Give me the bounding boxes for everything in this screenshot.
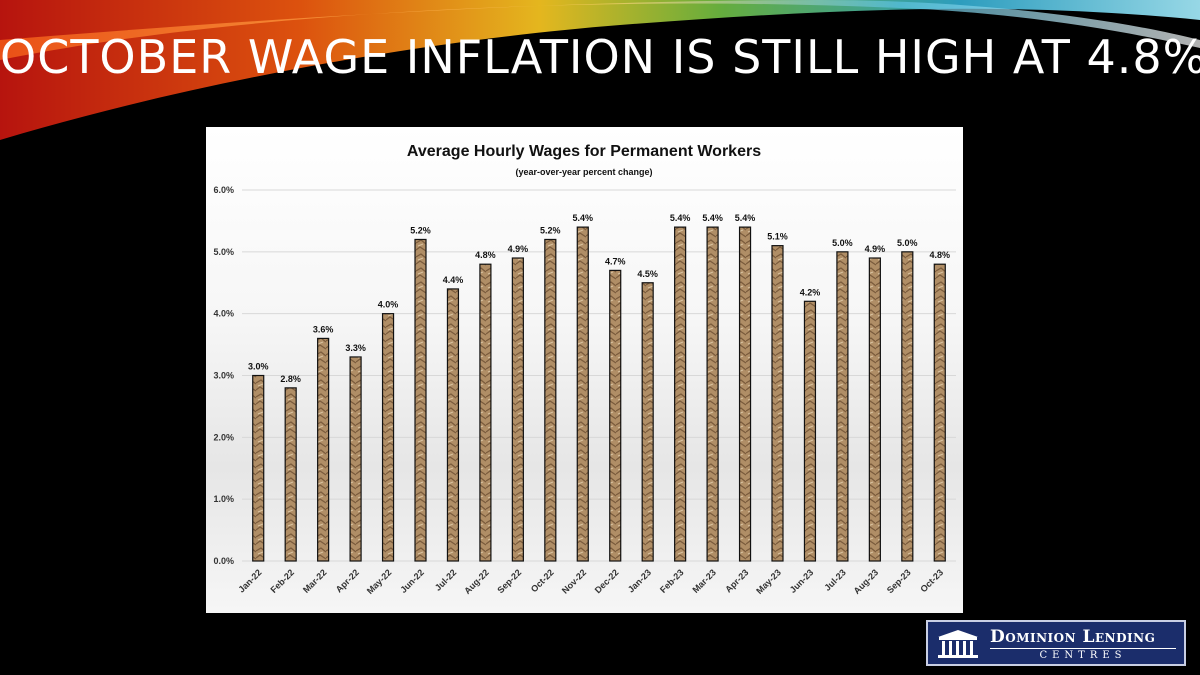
decorative-swoosh <box>0 0 1200 140</box>
data-label: 5.0% <box>897 238 918 248</box>
data-label: 5.4% <box>670 213 691 223</box>
bar <box>544 238 557 562</box>
y-tick-label: 1.0% <box>213 494 234 504</box>
y-tick-label: 6.0% <box>213 185 234 195</box>
bar <box>349 356 362 562</box>
logo-text-secondary: CENTRES <box>1039 650 1127 661</box>
y-tick-label: 2.0% <box>213 432 234 442</box>
data-label: 5.0% <box>832 238 853 248</box>
chart-panel: Average Hourly Wages for Permanent Worke… <box>206 127 963 613</box>
data-label: 5.4% <box>735 213 756 223</box>
bar <box>317 337 330 562</box>
bar <box>576 226 589 562</box>
data-label: 4.9% <box>865 244 886 254</box>
bar <box>479 263 492 562</box>
x-tick-label: Dec-22 <box>593 567 621 595</box>
x-tick-label: Jun-23 <box>788 567 816 595</box>
data-label: 4.2% <box>800 287 821 297</box>
logo-divider <box>990 648 1176 649</box>
y-tick-label: 4.0% <box>213 309 234 319</box>
x-tick-label: May-22 <box>365 567 394 596</box>
building-icon <box>938 630 978 658</box>
x-tick-label: Sep-23 <box>885 567 913 595</box>
data-label: 4.7% <box>605 256 626 266</box>
x-tick-label: Oct-22 <box>529 567 556 594</box>
data-label: 4.8% <box>475 250 496 260</box>
bar <box>414 238 427 562</box>
x-tick-label: Apr-22 <box>334 567 361 594</box>
data-label: 3.3% <box>345 343 366 353</box>
chart-title: Average Hourly Wages for Permanent Worke… <box>407 143 761 160</box>
slide-title: OCTOBER WAGE INFLATION IS STILL HIGH AT … <box>0 30 1200 84</box>
bar <box>674 226 687 562</box>
x-tick-label: Feb-23 <box>658 567 686 595</box>
data-label: 5.4% <box>573 213 594 223</box>
data-label: 2.8% <box>280 374 301 384</box>
data-label: 5.1% <box>767 232 788 242</box>
logo-text-primary: Dominion Lending <box>990 627 1156 647</box>
data-label: 4.4% <box>443 275 464 285</box>
chart-subtitle: (year-over-year percent change) <box>515 167 652 177</box>
y-tick-label: 3.0% <box>213 371 234 381</box>
bar <box>901 251 914 562</box>
x-tick-label: Jul-22 <box>433 567 458 592</box>
x-tick-label: May-23 <box>754 567 783 596</box>
x-tick-label: Oct-23 <box>918 567 945 594</box>
x-tick-label: Jan-22 <box>236 567 263 594</box>
x-tick-label: Mar-23 <box>690 567 718 595</box>
data-label: 5.4% <box>702 213 723 223</box>
x-tick-label: Mar-22 <box>301 567 329 595</box>
x-tick-label: Jun-22 <box>398 567 426 595</box>
x-tick-label: Apr-23 <box>723 567 750 594</box>
bar <box>868 257 881 562</box>
data-label: 5.2% <box>410 225 431 235</box>
bar <box>381 313 395 562</box>
bar <box>933 263 946 562</box>
bar-chart: Average Hourly Wages for Permanent Worke… <box>213 143 956 596</box>
bar <box>771 245 784 562</box>
bar <box>609 269 622 562</box>
x-tick-label: Aug-23 <box>852 567 881 596</box>
x-tick-label: Aug-22 <box>462 567 491 596</box>
bar <box>706 226 719 562</box>
data-label: 4.0% <box>378 300 399 310</box>
data-label: 4.8% <box>930 250 951 260</box>
bar <box>511 257 524 562</box>
data-label: 5.2% <box>540 225 561 235</box>
bar <box>284 387 297 562</box>
y-tick-label: 0.0% <box>213 556 234 566</box>
y-tick-label: 5.0% <box>213 247 234 257</box>
data-label: 4.9% <box>508 244 529 254</box>
bar <box>641 282 654 562</box>
bar <box>446 288 460 562</box>
bar <box>803 300 817 562</box>
data-label: 4.5% <box>637 269 658 279</box>
data-label: 3.6% <box>313 324 334 334</box>
x-tick-label: Jul-23 <box>822 567 847 592</box>
x-tick-label: Feb-22 <box>269 567 297 595</box>
bar <box>836 251 849 562</box>
x-tick-label: Jan-23 <box>626 567 653 594</box>
x-tick-label: Nov-22 <box>560 567 588 595</box>
company-logo: Dominion Lending CENTRES <box>926 620 1186 666</box>
x-tick-label: Sep-22 <box>495 567 523 595</box>
bar <box>252 374 265 562</box>
data-label: 3.0% <box>248 362 269 372</box>
bar <box>738 226 752 562</box>
